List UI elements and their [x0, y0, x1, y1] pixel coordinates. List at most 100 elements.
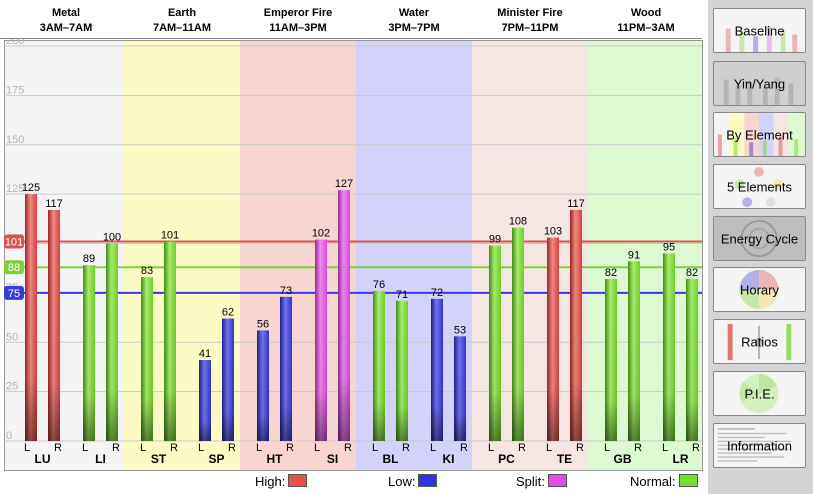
bar-value-label: 62	[222, 307, 234, 319]
view-button-horary[interactable]: Horary	[713, 267, 806, 312]
bar-value-label: 76	[373, 279, 385, 291]
bar-shade	[280, 296, 292, 441]
zone-time: 3AM–7AM	[40, 22, 93, 34]
bar-shade	[396, 300, 408, 441]
view-button-baseline[interactable]: Baseline	[713, 8, 806, 53]
bar-shade	[547, 237, 559, 441]
bar-shade	[431, 298, 443, 441]
reference-badge	[4, 234, 24, 249]
zone-time: 11AM–3PM	[269, 22, 326, 34]
bar-shade	[199, 360, 211, 441]
legend-low: Low:	[388, 474, 438, 489]
zone-title: Minister Fire	[497, 7, 562, 19]
energy-cycle-thumbnail	[714, 217, 805, 260]
view-button-p-i-e[interactable]: P.I.E.	[713, 371, 806, 416]
legend-low-label: Low:	[388, 474, 416, 489]
bar-shade	[663, 253, 675, 441]
legend-split: Split:	[516, 474, 567, 489]
side-label: L	[372, 442, 378, 454]
bar-shade	[141, 277, 153, 441]
bar-shade	[605, 279, 617, 441]
bar-shade	[489, 245, 501, 441]
bar-value-label: 83	[141, 265, 153, 277]
y-tick-label: 150	[6, 134, 24, 146]
bar-shade	[686, 279, 698, 441]
meridian-label: BL	[383, 452, 399, 466]
header-background	[0, 0, 708, 38]
view-button-label: Horary	[739, 282, 779, 297]
bar-shade	[222, 318, 234, 441]
side-label: R	[228, 442, 236, 454]
view-button-label: P.I.E.	[744, 386, 775, 401]
view-button-ratios[interactable]: Ratios	[713, 319, 806, 364]
bar-shade	[164, 241, 176, 441]
ratios-thumbnail	[714, 320, 805, 363]
legend-split-swatch	[547, 474, 567, 487]
bar-value-label: 82	[605, 267, 617, 279]
meridian-label: GB	[614, 452, 632, 466]
side-label: L	[604, 442, 610, 454]
y-tick-label: 50	[6, 331, 18, 343]
bar-shade	[628, 261, 640, 441]
zone-title: Water	[399, 7, 430, 19]
side-label: L	[546, 442, 552, 454]
view-button-label: Baseline	[734, 23, 785, 38]
side-label: L	[256, 442, 262, 454]
view-button-label: Ratios	[741, 334, 778, 349]
legend-high-label: High:	[255, 474, 286, 489]
side-label: L	[82, 442, 88, 454]
by-element-thumbnail	[714, 113, 805, 156]
horary-thumbnail	[714, 268, 805, 311]
bar-shade	[315, 239, 327, 441]
meridian-label: HT	[267, 452, 284, 466]
view-button-by-element[interactable]: By Element	[713, 112, 806, 157]
five-elements-thumbnail	[714, 165, 805, 208]
view-button-label: Energy Cycle	[720, 231, 799, 246]
meridian-label: KI	[443, 452, 455, 466]
side-label: L	[314, 442, 320, 454]
legend-low-swatch	[418, 474, 438, 487]
bar-shade	[338, 190, 350, 441]
side-label: L	[140, 442, 146, 454]
bar-shade	[106, 243, 118, 441]
zone-title: Metal	[52, 7, 80, 19]
view-button-energy-cycle[interactable]: Energy Cycle	[713, 216, 806, 261]
zone-time: 3PM–7PM	[388, 22, 439, 34]
meridian-label: LR	[673, 452, 689, 466]
bar-shade	[570, 209, 582, 441]
yin-yang-thumbnail	[714, 62, 805, 105]
zone-time: 11PM–3AM	[617, 22, 674, 34]
y-tick-label: 175	[6, 84, 24, 96]
reference-label: 88	[8, 262, 20, 274]
baseline-thumbnail	[714, 9, 805, 52]
side-label: R	[402, 442, 410, 454]
bar-value-label: 100	[103, 232, 121, 244]
legend-normal-label: Normal:	[630, 474, 676, 489]
legend-normal: Normal:	[630, 474, 698, 489]
side-label: L	[198, 442, 204, 454]
y-tick-label: 125	[6, 183, 24, 195]
side-label: R	[112, 442, 120, 454]
bar-value-label: 89	[83, 253, 95, 265]
view-button-label: Information	[726, 438, 793, 453]
side-label: L	[662, 442, 668, 454]
meridian-label: LU	[35, 452, 51, 466]
legend-split-label: Split:	[516, 474, 545, 489]
bar-shade	[373, 290, 385, 441]
y-tick-label: 0	[6, 430, 12, 442]
reference-badge	[4, 260, 24, 275]
view-button-yin-yang[interactable]: Yin/Yang	[713, 61, 806, 106]
bar-shade	[454, 336, 466, 441]
zone-title: Emperor Fire	[264, 7, 332, 19]
bar-value-label: 125	[22, 182, 40, 194]
bar-value-label: 53	[454, 324, 466, 336]
bar-value-label: 102	[312, 228, 330, 240]
view-button-information[interactable]: Information	[713, 423, 806, 468]
side-label: R	[54, 442, 62, 454]
plot-frame	[4, 40, 703, 471]
bar-value-label: 56	[257, 318, 269, 330]
view-button-5-elements[interactable]: 5 Elements	[713, 164, 806, 209]
y-tick-label: 25	[6, 381, 18, 393]
zone-time: 7AM–11AM	[153, 22, 211, 34]
